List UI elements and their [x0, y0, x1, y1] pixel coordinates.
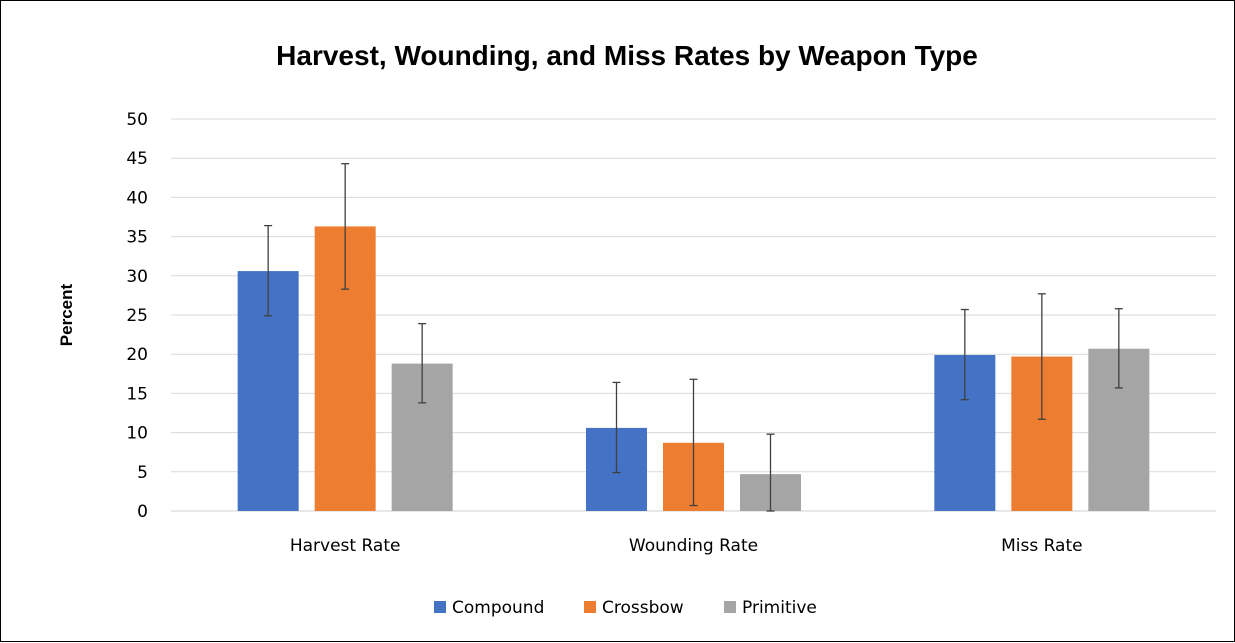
- legend-label-crossbow: Crossbow: [602, 598, 684, 618]
- error-bars: [264, 163, 1123, 512]
- chart-title: Harvest, Wounding, and Miss Rates by Wea…: [276, 40, 978, 71]
- y-tick-label: 50: [126, 110, 148, 130]
- y-tick-label: 0: [137, 502, 148, 522]
- y-tick-label: 30: [126, 267, 148, 287]
- legend-label-primitive: Primitive: [742, 598, 817, 618]
- category-label: Harvest Rate: [290, 536, 401, 556]
- y-tick-label: 5: [137, 463, 148, 483]
- category-label: Miss Rate: [1001, 536, 1083, 556]
- y-tick-label: 40: [126, 188, 148, 208]
- category-label: Wounding Rate: [629, 536, 758, 556]
- y-tick-label: 45: [126, 149, 148, 169]
- legend-label-compound: Compound: [452, 598, 544, 618]
- legend: Compound Crossbow Primitive: [434, 598, 817, 618]
- y-tick-labels: 0 5 10 15 20 25 30 35 40 45 50: [126, 110, 148, 522]
- bars: [237, 226, 1150, 511]
- category-labels: Harvest Rate Wounding Rate Miss Rate: [290, 536, 1083, 556]
- y-tick-label: 20: [126, 345, 148, 365]
- y-tick-label: 15: [126, 384, 148, 404]
- y-tick-label: 35: [126, 228, 148, 248]
- y-tick-label: 25: [126, 306, 148, 326]
- legend-swatch-crossbow: [584, 601, 596, 613]
- y-tick-label: 10: [126, 424, 148, 444]
- legend-swatch-primitive: [724, 601, 736, 613]
- legend-swatch-compound: [434, 601, 446, 613]
- y-axis-label: Percent: [57, 283, 76, 346]
